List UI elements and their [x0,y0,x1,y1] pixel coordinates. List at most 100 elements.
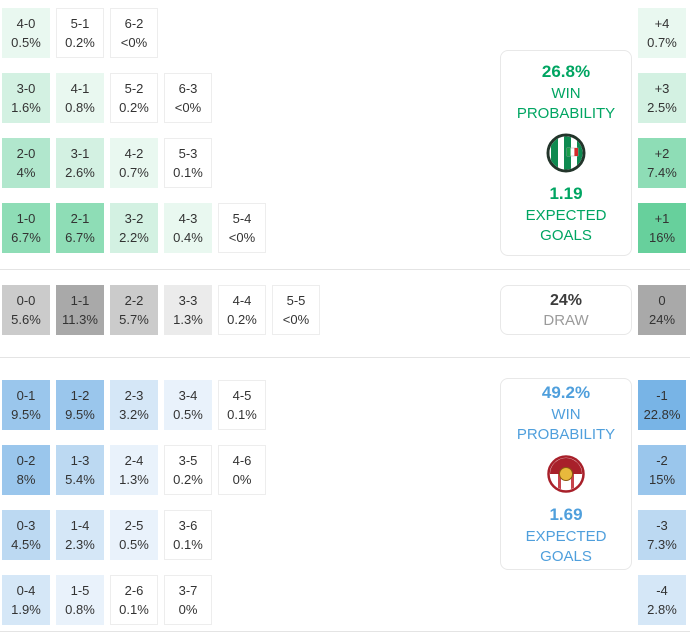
score-label: 3-7 [178,583,198,598]
probability-label: <0% [120,35,148,50]
probability-label: 0.8% [65,100,95,115]
probability-label: 2.6% [65,165,95,180]
score-cell: 0-0 5.6% [2,285,50,335]
away-expected-goals-label-line2: GOALS [540,548,592,565]
probability-label: 1.3% [173,312,203,327]
score-label: 3-2 [124,211,144,226]
score-label: 0-2 [16,453,36,468]
score-label: 4-0 [16,16,36,31]
probability-label: 15% [648,472,676,487]
score-cell: 3-1 2.6% [56,138,104,188]
score-cell: 3-7 0% [164,575,212,625]
probability-label: 0.2% [119,100,149,115]
score-cell: 1-1 11.3% [56,285,104,335]
score-cell: 2-4 1.3% [110,445,158,495]
score-grid-row: 2-0 4% 3-1 2.6% 4-2 0.7% 5-3 0.1% [2,138,266,188]
away-win-panel: 49.2% WIN PROBABILITY 1.69 EXPECTED GOAL… [500,378,632,570]
score-cell: 5-3 0.1% [164,138,212,188]
score-grid-row: 1-0 6.7% 2-1 6.7% 3-2 2.2% 4-3 0.4% 5-4 <0% [2,203,266,253]
score-label: 1-0 [16,211,36,226]
probability-label: 1.9% [11,602,41,617]
score-cell: 0-1 9.5% [2,380,50,430]
home-win-label-line1: WIN [551,85,581,102]
home-expected-goals-label-line2: GOALS [540,227,592,244]
score-label: 2-2 [124,293,144,308]
probability-label: 9.5% [65,407,95,422]
score-cell: 4-6 0% [218,445,266,495]
score-cell: 3-2 2.2% [110,203,158,253]
score-label: 5-1 [70,16,90,31]
score-cell: 3-3 1.3% [164,285,212,335]
probability-label: 1.3% [119,472,149,487]
score-label: 4-6 [232,453,252,468]
away-win-label-line1: WIN [551,406,581,423]
away-team-logo [546,454,586,494]
score-label: +1 [654,211,670,226]
score-cell: 0 24% [638,285,686,335]
score-label: 0-1 [16,388,36,403]
draw-goal-diff-column: 0 24% [638,285,686,335]
score-label: 3-1 [70,146,90,161]
probability-label: 7.4% [647,165,677,180]
probability-label: 0.2% [173,472,203,487]
probability-label: 8% [16,472,36,487]
score-label: -2 [656,453,668,468]
score-label: 0-3 [16,518,36,533]
score-cell: -1 22.8% [638,380,686,430]
score-label: 5-4 [232,211,252,226]
home-team-logo [546,133,586,173]
away-win-probability-value: 49.2% [541,383,591,402]
away-goal-diff-column: -1 22.8% -2 15% -3 7.3% -4 2.8% [638,380,686,625]
score-label: -4 [656,583,668,598]
probability-label: 0.7% [119,165,149,180]
probability-label: 1.6% [11,100,41,115]
draw-probability-value: 24% [549,292,583,309]
probability-label: 0.1% [119,602,149,617]
home-win-label-line2: PROBABILITY [516,105,616,122]
score-label: 5-2 [124,81,144,96]
probability-label: 0.2% [227,312,257,327]
probability-label: 0.5% [173,407,203,422]
home-win-probability-value: 26.8% [541,62,591,81]
probability-label: 6.7% [11,230,41,245]
score-grid-row: 0-2 8% 1-3 5.4% 2-4 1.3% 3-5 0.2% 4-6 0% [2,445,266,495]
home-expected-goals-value: 1.19 [549,184,583,203]
score-cell: 0-4 1.9% [2,575,50,625]
probability-label: 0% [232,472,252,487]
score-grid-row: 4-0 0.5% 5-1 0.2% 6-2 <0% [2,8,266,58]
probability-label: <0% [174,100,202,115]
score-cell: 5-1 0.2% [56,8,104,58]
score-grid-row: 0-1 9.5% 1-2 9.5% 2-3 3.2% 3-4 0.5% 4-5 0.1% [2,380,266,430]
away-expected-goals-value: 1.69 [549,505,583,524]
home-expected-goals-label-line1: EXPECTED [525,207,607,224]
score-label: -3 [656,518,668,533]
score-cell: 3-6 0.1% [164,510,212,560]
draw-score-grid: 0-0 5.6% 1-1 11.3% 2-2 5.7% 3-3 1.3% 4-4 0.2% 5-5 <… [2,285,320,350]
score-grid-row: 0-3 4.5% 1-4 2.3% 2-5 0.5% 3-6 0.1% [2,510,266,560]
score-label: 2-5 [124,518,144,533]
score-label: 5-5 [286,293,306,308]
score-grid-row: 0-4 1.9% 1-5 0.8% 2-6 0.1% 3-7 0% [2,575,266,625]
score-label: 4-5 [232,388,252,403]
score-label: 1-3 [70,453,90,468]
score-label: 2-0 [16,146,36,161]
probability-label: 4.5% [11,537,41,552]
score-label: 1-2 [70,388,90,403]
score-label: 3-6 [178,518,198,533]
probability-label: 11.3% [62,312,98,327]
score-cell: 2-3 3.2% [110,380,158,430]
probability-label: 2.8% [647,602,677,617]
score-label: 0 [658,293,666,308]
score-cell: +3 2.5% [638,73,686,123]
score-cell: 0-2 8% [2,445,50,495]
score-label: +4 [654,16,670,31]
score-label: 2-6 [124,583,144,598]
score-cell: 2-0 4% [2,138,50,188]
score-grid-row: 3-0 1.6% 4-1 0.8% 5-2 0.2% 6-3 <0% [2,73,266,123]
score-cell: +2 7.4% [638,138,686,188]
section-divider [0,269,690,270]
score-cell: 4-3 0.4% [164,203,212,253]
score-cell: 2-1 6.7% [56,203,104,253]
probability-label: 0.1% [227,407,257,422]
score-label: 0-0 [16,293,36,308]
